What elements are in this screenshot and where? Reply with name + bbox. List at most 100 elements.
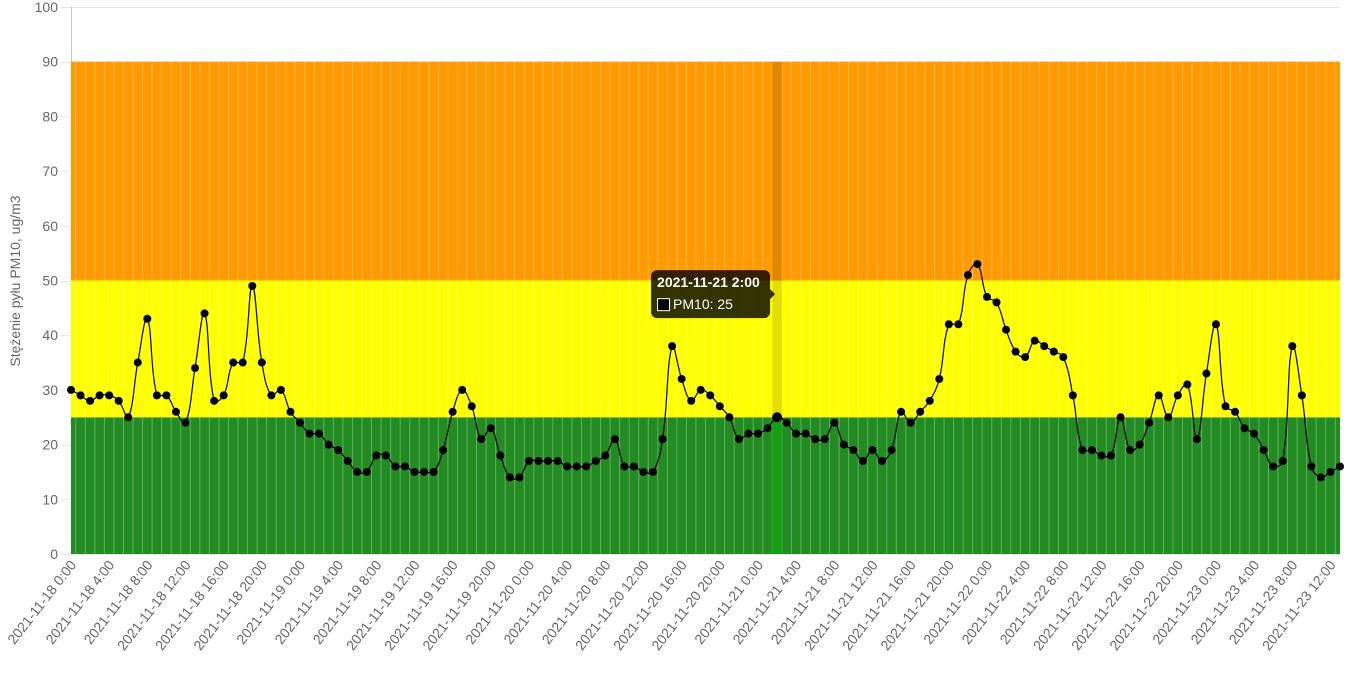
pm10-point[interactable] xyxy=(95,391,104,400)
pm10-point[interactable] xyxy=(1011,347,1020,356)
pm10-point[interactable] xyxy=(162,391,171,400)
pm10-point[interactable] xyxy=(792,429,801,438)
pm10-point[interactable] xyxy=(219,391,228,400)
pm10-point[interactable] xyxy=(878,457,887,466)
pm10-point[interactable] xyxy=(1154,391,1163,400)
pm10-point[interactable] xyxy=(801,429,810,438)
pm10-point[interactable] xyxy=(610,435,619,444)
pm10-point[interactable] xyxy=(133,358,142,367)
pm10-point[interactable] xyxy=(1078,446,1087,455)
pm10-point[interactable] xyxy=(668,342,677,351)
pm10-point[interactable] xyxy=(343,457,352,466)
pm10-point[interactable] xyxy=(1221,402,1230,411)
pm10-point[interactable] xyxy=(295,418,304,427)
pm10-point[interactable] xyxy=(963,271,972,280)
pm10-point[interactable] xyxy=(1173,391,1182,400)
pm10-point[interactable] xyxy=(477,435,486,444)
pm10-point[interactable] xyxy=(1068,391,1077,400)
pm10-point[interactable] xyxy=(992,298,1001,307)
pm10-point[interactable] xyxy=(1183,380,1192,389)
pm10-point[interactable] xyxy=(906,418,915,427)
pm10-point[interactable] xyxy=(601,451,610,460)
pm10-point[interactable] xyxy=(782,418,791,427)
pm10-point[interactable] xyxy=(410,467,419,476)
pm10-point[interactable] xyxy=(897,407,906,416)
pm10-point[interactable] xyxy=(1316,473,1325,482)
pm10-point[interactable] xyxy=(210,396,219,405)
pm10-point[interactable] xyxy=(620,462,629,471)
pm10-point[interactable] xyxy=(143,314,152,323)
pm10-point[interactable] xyxy=(572,462,581,471)
pm10-point[interactable] xyxy=(916,407,925,416)
pm10-point[interactable] xyxy=(935,374,944,383)
pm10-point[interactable] xyxy=(1040,342,1049,351)
pm10-point[interactable] xyxy=(1097,451,1106,460)
pm10-point[interactable] xyxy=(248,281,257,290)
pm10-point[interactable] xyxy=(1269,462,1278,471)
pm10-point[interactable] xyxy=(229,358,238,367)
pm10-point[interactable] xyxy=(677,374,686,383)
pm10-point[interactable] xyxy=(820,435,829,444)
pm10-point[interactable] xyxy=(334,446,343,455)
pm10-point[interactable] xyxy=(1307,462,1316,471)
pm10-point[interactable] xyxy=(191,364,200,373)
pm10-point[interactable] xyxy=(171,407,180,416)
pm10-point[interactable] xyxy=(629,462,638,471)
pm10-point[interactable] xyxy=(286,407,295,416)
pm10-point[interactable] xyxy=(257,358,266,367)
pm10-point[interactable] xyxy=(1087,446,1096,455)
pm10-point[interactable] xyxy=(1116,413,1125,422)
pm10-point[interactable] xyxy=(429,467,438,476)
pm10-point[interactable] xyxy=(496,451,505,460)
pm10-point[interactable] xyxy=(696,385,705,394)
pm10-point[interactable] xyxy=(1049,347,1058,356)
pm10-point[interactable] xyxy=(734,435,743,444)
pm10-point[interactable] xyxy=(811,435,820,444)
pm10-point[interactable] xyxy=(744,429,753,438)
pm10-point[interactable] xyxy=(830,418,839,427)
pm10-point[interactable] xyxy=(1164,413,1173,422)
pm10-point[interactable] xyxy=(1288,342,1297,351)
pm10-point[interactable] xyxy=(76,391,85,400)
pm10-point[interactable] xyxy=(563,462,572,471)
pm10-point[interactable] xyxy=(1259,446,1268,455)
pm10-point[interactable] xyxy=(753,429,762,438)
pm10-point[interactable] xyxy=(67,385,75,394)
pm10-point[interactable] xyxy=(315,429,324,438)
pm10-point[interactable] xyxy=(1240,424,1249,433)
pm10-point[interactable] xyxy=(687,396,696,405)
pm10-point[interactable] xyxy=(763,424,772,433)
pm10-point[interactable] xyxy=(1145,418,1154,427)
pm10-point-active[interactable] xyxy=(772,412,783,423)
pm10-point[interactable] xyxy=(238,358,247,367)
pm10-point[interactable] xyxy=(86,396,95,405)
pm10-point[interactable] xyxy=(639,467,648,476)
pm10-point[interactable] xyxy=(715,402,724,411)
pm10-point[interactable] xyxy=(362,467,371,476)
pm10-point[interactable] xyxy=(1059,353,1068,362)
pm10-point[interactable] xyxy=(276,385,285,394)
pm10-point[interactable] xyxy=(1336,462,1344,471)
pm10-point[interactable] xyxy=(505,473,514,482)
pm10-point[interactable] xyxy=(305,429,314,438)
pm10-point[interactable] xyxy=(524,457,533,466)
pm10-point[interactable] xyxy=(124,413,133,422)
pm10-point[interactable] xyxy=(706,391,715,400)
pm10-point[interactable] xyxy=(467,402,476,411)
pm10-point[interactable] xyxy=(1126,446,1135,455)
pm10-point[interactable] xyxy=(439,446,448,455)
pm10-point[interactable] xyxy=(372,451,381,460)
pm10-point[interactable] xyxy=(1297,391,1306,400)
pm10-point[interactable] xyxy=(420,467,429,476)
pm10-point[interactable] xyxy=(152,391,161,400)
pm10-point[interactable] xyxy=(1107,451,1116,460)
pm10-point[interactable] xyxy=(1231,407,1240,416)
pm10-point[interactable] xyxy=(114,396,123,405)
pm10-point[interactable] xyxy=(534,457,543,466)
pm10-point[interactable] xyxy=(658,435,667,444)
pm10-point[interactable] xyxy=(324,440,333,449)
pm10-point[interactable] xyxy=(1192,435,1201,444)
pm10-point[interactable] xyxy=(973,260,982,269)
pm10-point[interactable] xyxy=(1002,325,1011,334)
pm10-point[interactable] xyxy=(1326,467,1335,476)
